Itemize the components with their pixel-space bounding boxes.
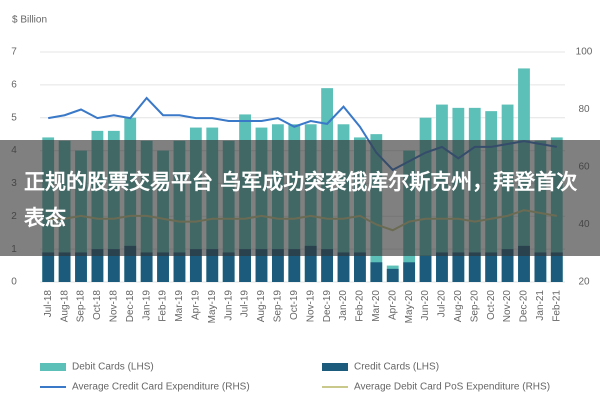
bar (518, 245, 530, 282)
x-tick-label: Jun-19 (223, 290, 234, 321)
x-tick-label: May-20 (404, 290, 415, 324)
x-tick-label: Jul-20 (437, 290, 448, 318)
bar (550, 252, 563, 282)
x-tick-label: Mar-20 (371, 290, 382, 322)
bar (206, 249, 219, 282)
bar (124, 245, 137, 282)
x-tick-label: Mar-19 (174, 290, 185, 322)
x-tick-label: Apr-19 (191, 290, 202, 320)
x-tick-label: Jun-20 (420, 290, 431, 321)
x-tick-label: Sep-19 (273, 290, 284, 323)
bar (419, 255, 432, 282)
bar (468, 252, 481, 282)
x-tick-label: Feb-20 (355, 290, 366, 322)
x-tick-label: Nov-18 (108, 290, 119, 323)
x-tick-label: Nov-19 (305, 290, 316, 323)
bar (107, 249, 120, 282)
bar (337, 252, 350, 282)
bar (288, 249, 301, 282)
legend-swatch (40, 363, 66, 371)
x-tick-label: Feb-21 (551, 290, 562, 322)
bar (157, 252, 169, 282)
bar (534, 252, 547, 282)
bar (452, 252, 465, 282)
legend-label: Debit Cards (LHS) (72, 362, 154, 373)
bar (485, 252, 498, 282)
y-tick-label: 7 (11, 47, 17, 58)
y-tick-label: 5 (11, 112, 17, 123)
x-tick-label: Feb-19 (158, 290, 169, 322)
x-tick-label: Dec-18 (125, 290, 136, 323)
y2-tick-label: 80 (578, 104, 590, 115)
bar (91, 249, 104, 282)
bar (403, 262, 416, 282)
y2-tick-label: 20 (578, 277, 590, 288)
bar (140, 252, 153, 282)
x-tick-label: Aug-20 (453, 290, 464, 323)
legend-label: Average Credit Card Expenditure (RHS) (72, 382, 250, 393)
bar (501, 249, 514, 282)
legend-swatch (322, 363, 348, 371)
y-axis-title: $ Billion (12, 15, 47, 26)
x-tick-label: May-19 (207, 290, 218, 324)
x-tick-label: Dec-19 (322, 290, 333, 323)
bar (271, 249, 284, 282)
x-tick-label: Jan-20 (338, 290, 349, 321)
x-tick-label: Oct-18 (92, 290, 103, 320)
x-tick-label: Jan-21 (535, 290, 546, 321)
x-tick-label: Oct-19 (289, 290, 300, 320)
bar (436, 252, 448, 282)
legend-label: Average Debit Card PoS Expenditure (RHS) (354, 382, 550, 393)
bar (321, 249, 334, 282)
x-tick-label: Jul-18 (43, 290, 54, 318)
bar (370, 262, 383, 282)
bar (189, 249, 202, 282)
x-tick-label: Aug-18 (59, 290, 70, 323)
x-tick-label: Oct-20 (486, 290, 497, 320)
bar (255, 249, 268, 282)
x-tick-label: Jan-19 (141, 290, 152, 321)
x-tick-label: Apr-20 (387, 290, 398, 320)
x-tick-label: Nov-20 (502, 290, 513, 323)
y-tick-label: 0 (11, 277, 17, 288)
bar (304, 245, 317, 282)
bar (42, 252, 55, 282)
y-tick-label: 6 (11, 79, 17, 90)
bar (75, 252, 87, 282)
x-tick-label: Dec-20 (519, 290, 530, 323)
x-tick-label: Jul-19 (240, 290, 251, 318)
bar (239, 249, 251, 282)
bar (386, 268, 399, 282)
y2-tick-label: 100 (576, 47, 593, 58)
legend-label: Credit Cards (LHS) (354, 362, 439, 373)
bar (58, 252, 71, 282)
x-tick-label: Aug-19 (256, 290, 267, 323)
overlay-caption: 正规的股票交易平台 乌军成功突袭俄库尔斯克州，拜登首次表态 (0, 140, 600, 256)
bar (354, 252, 366, 282)
bar (173, 252, 186, 282)
x-tick-label: Sep-20 (469, 290, 480, 323)
x-tick-label: Sep-18 (76, 290, 87, 323)
bar (222, 252, 235, 282)
